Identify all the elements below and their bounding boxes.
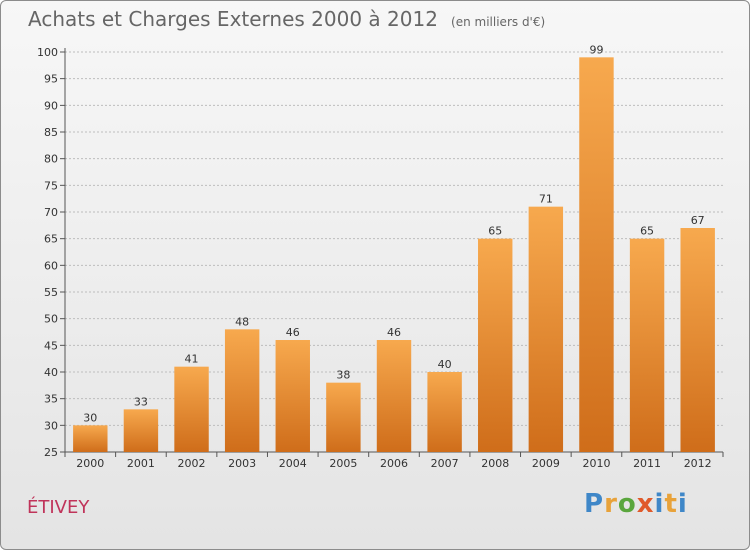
bar-2005 [326,382,361,452]
x-tick-label-2002: 2002 [178,457,206,470]
y-tick-label: 80 [44,153,58,166]
labels: 25 30 35 40 45 50 55 60 65 70 75 80 85 90 95 100 30 2000 3… [37,43,712,470]
value-label-2011: 65 [640,225,654,238]
x-tick-label-2001: 2001 [127,457,155,470]
y-tick-label: 55 [44,286,58,299]
y-tick-label: 50 [44,313,58,326]
bar-2000 [73,425,108,452]
x-tick-label-2010: 2010 [582,457,610,470]
x-tick-label-2004: 2004 [279,457,307,470]
proxiti-logo: Proxiti [584,489,688,519]
x-tick-label-2006: 2006 [380,457,408,470]
x-tick-label-2009: 2009 [532,457,560,470]
chart-unit: (en milliers d'€) [451,15,546,29]
bar-2007 [427,372,462,452]
value-label-2008: 65 [488,225,502,238]
x-tick-label-2003: 2003 [228,457,256,470]
chart-title: Achats et Charges Externes 2000 à 2012 (… [28,7,545,31]
y-tick-label: 40 [44,366,58,379]
bar-2003 [224,329,260,452]
value-label-2006: 46 [387,326,401,339]
y-tick-label: 25 [44,446,58,459]
bar-2008 [478,238,513,452]
x-tick-label-2005: 2005 [329,457,357,470]
y-tick-label: 75 [44,179,58,192]
bar-2001 [123,409,159,452]
x-tick-label-2000: 2000 [76,457,104,470]
commune-name: ÉTIVEY [27,497,90,518]
value-label-2003: 48 [235,315,249,328]
bar-2002 [174,366,209,452]
value-label-2010: 99 [589,43,603,56]
value-label-2000: 30 [83,411,97,424]
x-tick-label-2008: 2008 [481,457,509,470]
y-tick-label: 70 [44,206,58,219]
value-label-2012: 67 [691,214,705,227]
y-tick-label: 60 [44,259,58,272]
value-label-2007: 40 [438,358,452,371]
bar-2004 [275,340,310,452]
bar-2009 [528,206,564,452]
y-tick-label: 30 [44,419,58,432]
y-tick-label: 95 [44,73,58,86]
y-tick-label: 35 [44,393,58,406]
x-tick-label-2007: 2007 [431,457,459,470]
bar-2012 [680,228,715,452]
bar-2011 [629,238,665,452]
x-tick-label-2012: 2012 [684,457,712,470]
x-tick-label-2011: 2011 [633,457,661,470]
bars [73,57,715,452]
y-tick-label: 45 [44,339,58,352]
value-label-2005: 38 [336,369,350,382]
bar-2006 [376,340,412,452]
value-label-2009: 71 [539,193,553,206]
bar-2010 [579,57,614,452]
y-tick-label: 90 [44,99,58,112]
value-label-2004: 46 [286,326,300,339]
value-label-2002: 41 [185,353,199,366]
y-tick-label: 65 [44,233,58,246]
value-label-2001: 33 [134,395,148,408]
chart-title-text: Achats et Charges Externes 2000 à 2012 [28,7,438,31]
y-tick-label: 100 [37,46,58,59]
y-tick-label: 85 [44,126,58,139]
